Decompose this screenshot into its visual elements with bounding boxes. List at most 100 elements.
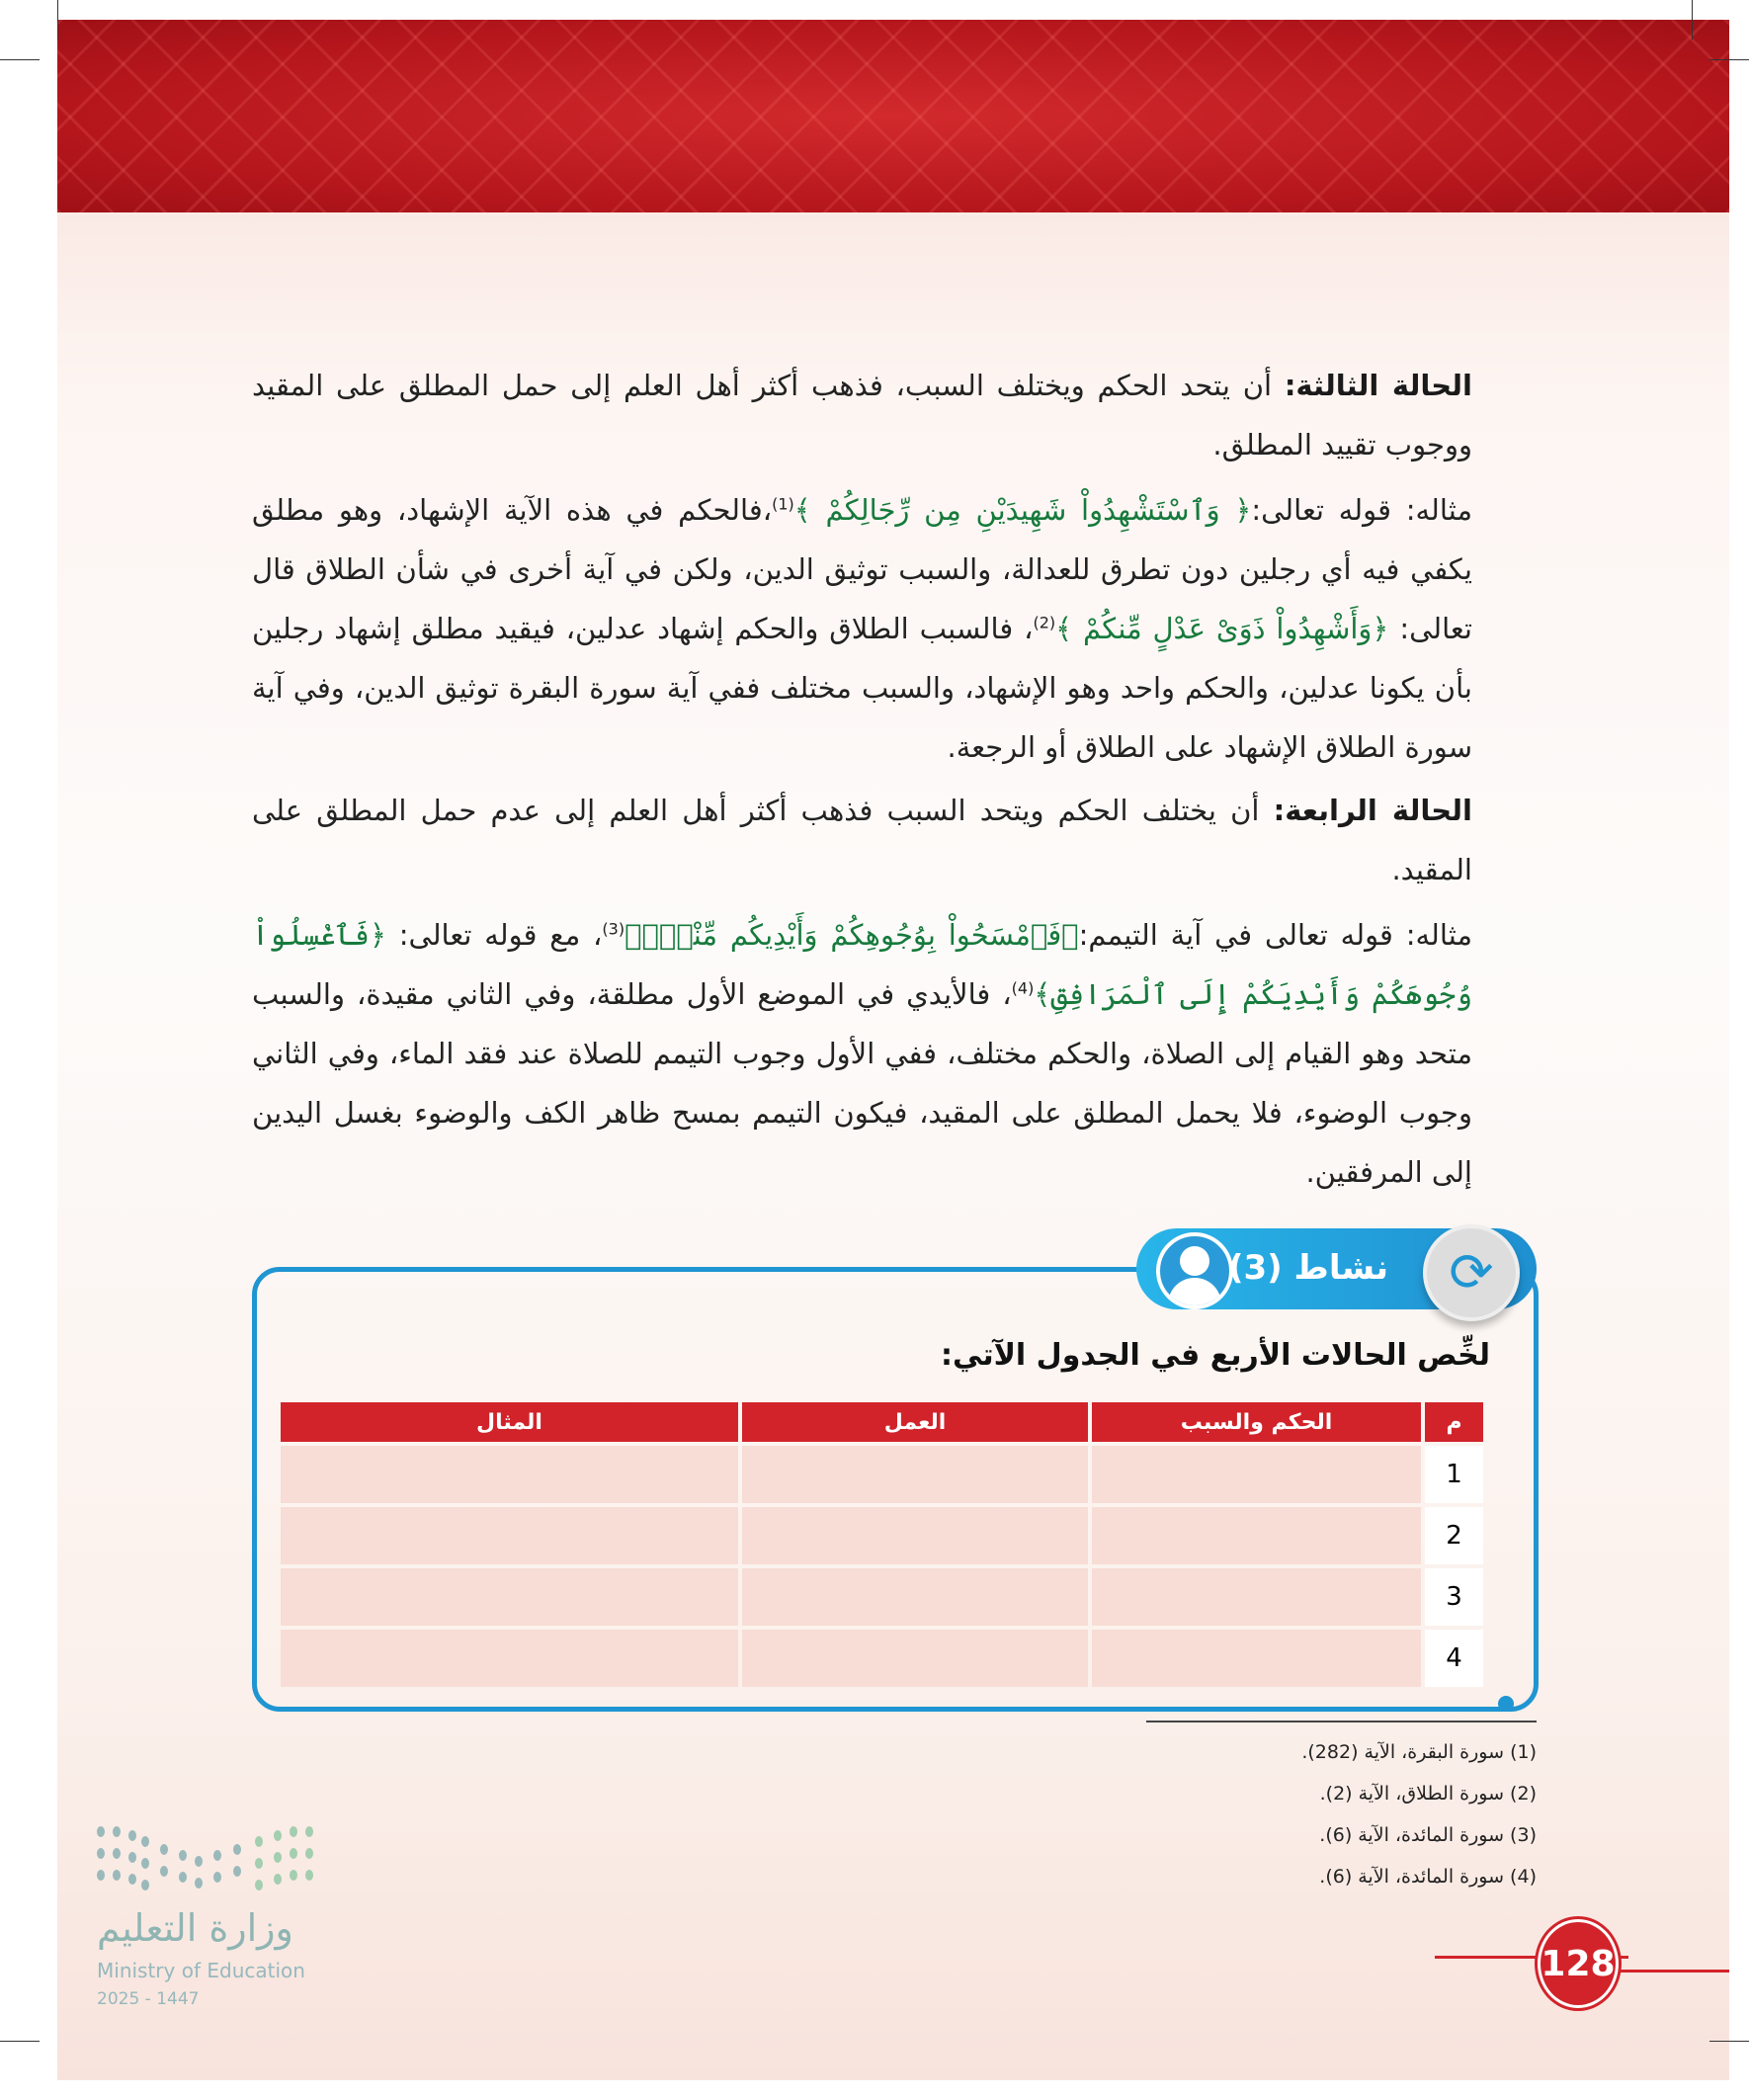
logo-dot <box>140 1880 149 1890</box>
logo-dot <box>195 1878 204 1889</box>
footnote-ref: (2) <box>1033 613 1056 632</box>
crop-mark <box>1692 0 1693 40</box>
footnote-ref: (3) <box>602 919 625 939</box>
logo-dot <box>290 1848 298 1859</box>
ministry-name-english: Ministry of Education <box>97 1959 305 1982</box>
ministry-name-arabic: وزارة التعليم <box>97 1906 293 1950</box>
logo-dot <box>113 1826 121 1837</box>
table-cell[interactable] <box>281 1446 738 1503</box>
example-2-intro: مثاله: قوله تعالى في آية التيمم: <box>1078 918 1472 952</box>
page-number-line <box>1581 1970 1729 1973</box>
page-number: 128 <box>1538 1919 1619 2008</box>
summary-table: م الحكم والسبب العمل المثال 1 2 3 4 <box>277 1398 1487 1691</box>
logo-dot <box>113 1848 121 1859</box>
logo-dot <box>274 1852 283 1863</box>
activity-title: نشاط (3) <box>1227 1248 1388 1288</box>
page-background <box>57 20 1729 2080</box>
table-cell[interactable] <box>742 1568 1088 1626</box>
logo-dot <box>305 1848 314 1859</box>
verse: ﴿وَأَشْهِدُواْ ذَوَىْ عَدْلٍ مِّنكُمْ ﴾ <box>1055 612 1389 645</box>
activity-box <box>252 1267 1539 1712</box>
box-end-dot <box>1498 1696 1514 1712</box>
table-cell[interactable] <box>281 1568 738 1626</box>
example-1-paragraph: مثاله: قوله تعالى:﴿ وَٱسْتَشْهِدُواْ شَه… <box>252 480 1472 777</box>
row-number: 3 <box>1425 1568 1483 1626</box>
activity-instruction: لخِّص الحالات الأربع في الجدول الآتي: <box>940 1338 1490 1373</box>
logo-dot <box>232 1844 241 1855</box>
logo-dot <box>255 1880 263 1890</box>
example-2-mid: ، مع قوله تعالى: <box>398 918 603 952</box>
page-number-line <box>1435 1956 1628 1959</box>
case-4-paragraph: الحالة الرابعة: أن يختلف الحكم ويتحد الس… <box>252 781 1472 899</box>
logo-dot <box>274 1874 283 1885</box>
case-3-paragraph: الحالة الثالثة: أن يتحد الحكم ويختلف الس… <box>252 356 1472 474</box>
logo-dot <box>97 1848 105 1859</box>
crop-mark <box>1709 59 1749 60</box>
case-4-text: أن يختلف الحكم ويتحد السبب فذهب أكثر أهل… <box>252 794 1472 886</box>
row-number: 4 <box>1425 1630 1483 1687</box>
footnote-divider <box>1146 1721 1537 1722</box>
case-3-label: الحالة الثالثة: <box>1284 369 1472 402</box>
logo-dot <box>305 1826 314 1837</box>
verse: ﴿ وَٱسْتَشْهِدُواْ شَهِيدَيْنِ مِن رِّجَ… <box>793 493 1252 527</box>
table-cell[interactable] <box>1092 1630 1421 1687</box>
verse: ﴿فَٱمْسَحُواْ بِوُجُوهِكُمْ وَأَيْدِيكُم… <box>625 918 1079 952</box>
logo-dot <box>140 1836 149 1847</box>
table-cell[interactable] <box>742 1630 1088 1687</box>
footnote: (4) سورة المائدة، الآية (6). <box>1319 1866 1537 1888</box>
table-cell[interactable] <box>742 1446 1088 1503</box>
logo-dot <box>97 1870 105 1881</box>
logo-dot <box>195 1856 204 1867</box>
table-row: 1 <box>281 1446 1483 1503</box>
sync-icon: ⟳ <box>1423 1224 1520 1321</box>
logo-dot <box>213 1872 222 1883</box>
logo-dot <box>255 1858 263 1869</box>
crop-mark <box>57 0 58 40</box>
row-number: 1 <box>1425 1446 1483 1503</box>
academic-year: 2025 - 1447 <box>97 1989 200 2009</box>
logo-dot <box>305 1870 314 1881</box>
table-row: 3 <box>281 1568 1483 1626</box>
logo-dot <box>160 1866 168 1877</box>
table-cell[interactable] <box>1092 1507 1421 1564</box>
table-row: 4 <box>281 1630 1483 1687</box>
footnote: (1) سورة البقرة، الآية (282). <box>1301 1741 1537 1763</box>
table-cell[interactable] <box>281 1507 738 1564</box>
case-4-label: الحالة الرابعة: <box>1273 794 1473 827</box>
footnote-ref: (1) <box>772 494 794 514</box>
table-cell[interactable] <box>1092 1568 1421 1626</box>
body-text: الحالة الثالثة: أن يتحد الحكم ويختلف الس… <box>252 356 1472 1202</box>
crop-mark <box>1709 2041 1749 2042</box>
column-header: م <box>1425 1402 1483 1442</box>
logo-dot <box>179 1850 188 1861</box>
column-header: المثال <box>281 1402 738 1442</box>
ministry-logo <box>97 1826 314 1895</box>
footnote: (2) سورة الطلاق، الآية (2). <box>1319 1783 1537 1805</box>
table-cell[interactable] <box>1092 1446 1421 1503</box>
example-1-text: ،فالحكم في هذه الآية الإشهاد، وهو مطلق ي… <box>252 493 1472 645</box>
logo-dot <box>160 1844 168 1855</box>
logo-dot <box>128 1874 136 1885</box>
logo-dot <box>290 1870 298 1881</box>
logo-dot <box>179 1872 188 1883</box>
footnote: (3) سورة المائدة، الآية (6). <box>1319 1824 1537 1846</box>
activity-badge: نشاط (3) ⟳ <box>1136 1224 1537 1321</box>
table-row: 2 <box>281 1507 1483 1564</box>
example-1-text-2: ، فالسبب الطلاق والحكم إشهاد عدلين، فيقي… <box>252 612 1472 764</box>
verse: ﴿فَٱغْسِلُواْ وُجُوهَكُمْ وَأَيْدِيَكُمْ… <box>252 918 1473 1011</box>
table-cell[interactable] <box>281 1630 738 1687</box>
row-number: 2 <box>1425 1507 1483 1564</box>
logo-dot <box>232 1866 241 1877</box>
logo-dot <box>140 1858 149 1869</box>
crop-mark <box>0 59 40 60</box>
logo-dot <box>128 1830 136 1841</box>
logo-dot <box>290 1826 298 1837</box>
example-2-paragraph: مثاله: قوله تعالى في آية التيمم:﴿فَٱمْسَ… <box>252 905 1472 1202</box>
example-1-intro: مثاله: قوله تعالى: <box>1251 493 1472 527</box>
logo-dot <box>274 1830 283 1841</box>
logo-dot <box>128 1852 136 1863</box>
logo-dot <box>97 1826 105 1837</box>
column-header: العمل <box>742 1402 1088 1442</box>
table-cell[interactable] <box>742 1507 1088 1564</box>
